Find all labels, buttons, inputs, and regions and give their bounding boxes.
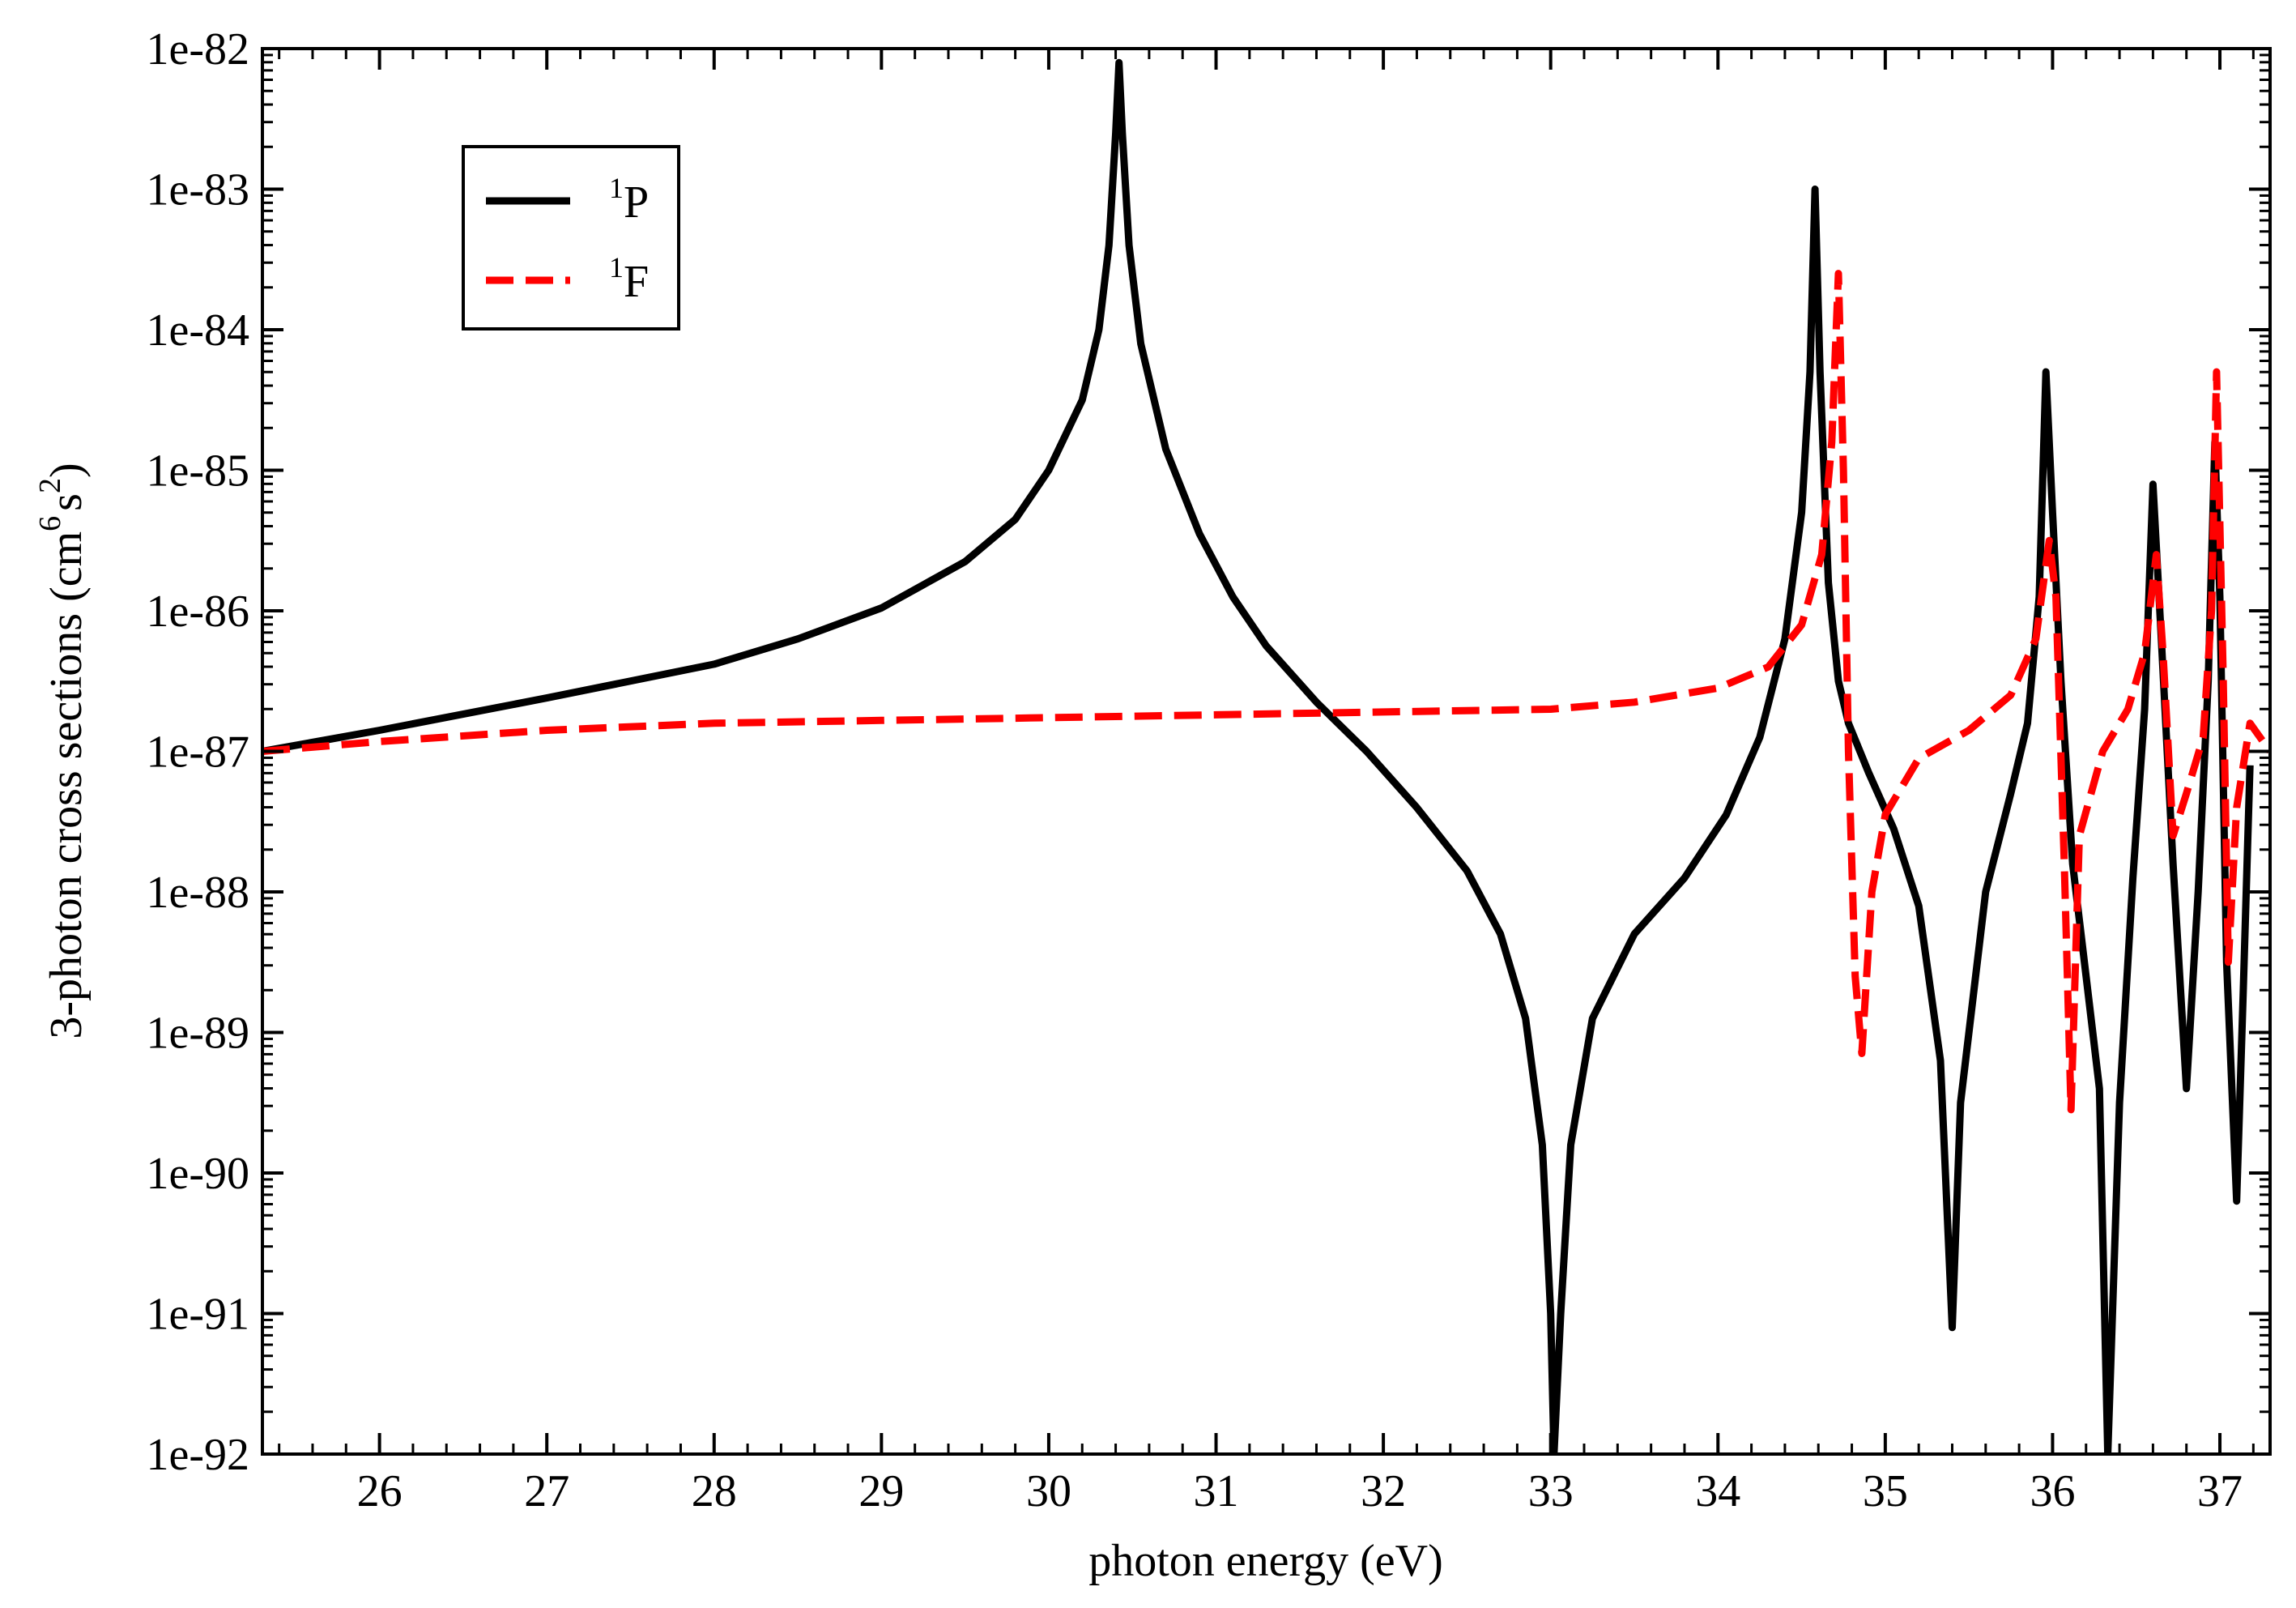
x-tick-label: 26 — [357, 1466, 403, 1516]
y-tick-label: 1e-88 — [146, 868, 249, 918]
x-tick-label: 31 — [1194, 1466, 1239, 1516]
y-tick-label: 1e-90 — [146, 1149, 249, 1199]
x-tick-label: 35 — [1863, 1466, 1908, 1516]
y-tick-label: 1e-84 — [146, 305, 249, 356]
x-tick-label: 33 — [1528, 1466, 1574, 1516]
y-tick-label: 1e-89 — [146, 1009, 249, 1059]
y-axis-title: 3-photon cross sections (cm6s2) — [33, 463, 92, 1039]
legend: 1P 1F — [462, 145, 680, 331]
tick-layer: 26 27 28 29 30 31 32 33 34 35 36 37 1e-82 1e-83 1e-84 1… — [146, 24, 2270, 1516]
y-tick-label: 1e-85 — [146, 446, 249, 497]
y-tick-label: 1e-87 — [146, 727, 249, 778]
y-tick-label: 1e-92 — [146, 1430, 249, 1480]
y-tick-label: 1e-86 — [146, 586, 249, 637]
legend-box — [462, 145, 680, 331]
x-tick-label: 37 — [2197, 1466, 2243, 1516]
series-layer — [262, 58, 2270, 1454]
x-tick-label: 27 — [524, 1466, 569, 1516]
y-tick-label: 1e-82 — [146, 24, 249, 75]
y-tick-label: 1e-83 — [146, 165, 249, 215]
legend-label-f: 1F — [609, 251, 649, 307]
series-line-f — [262, 270, 2270, 1114]
y-tick-label: 1e-91 — [146, 1290, 249, 1340]
x-tick-label: 36 — [2030, 1466, 2075, 1516]
x-tick-label: 30 — [1026, 1466, 1071, 1516]
x-axis-title: photon energy (eV) — [1088, 1536, 1443, 1586]
x-tick-label: 32 — [1361, 1466, 1406, 1516]
legend-label-p: 1P — [609, 172, 649, 228]
series-line-p — [262, 58, 2254, 1454]
x-tick-label: 28 — [692, 1466, 737, 1516]
x-tick-label: 29 — [858, 1466, 904, 1516]
x-tick-label: 34 — [1695, 1466, 1740, 1516]
